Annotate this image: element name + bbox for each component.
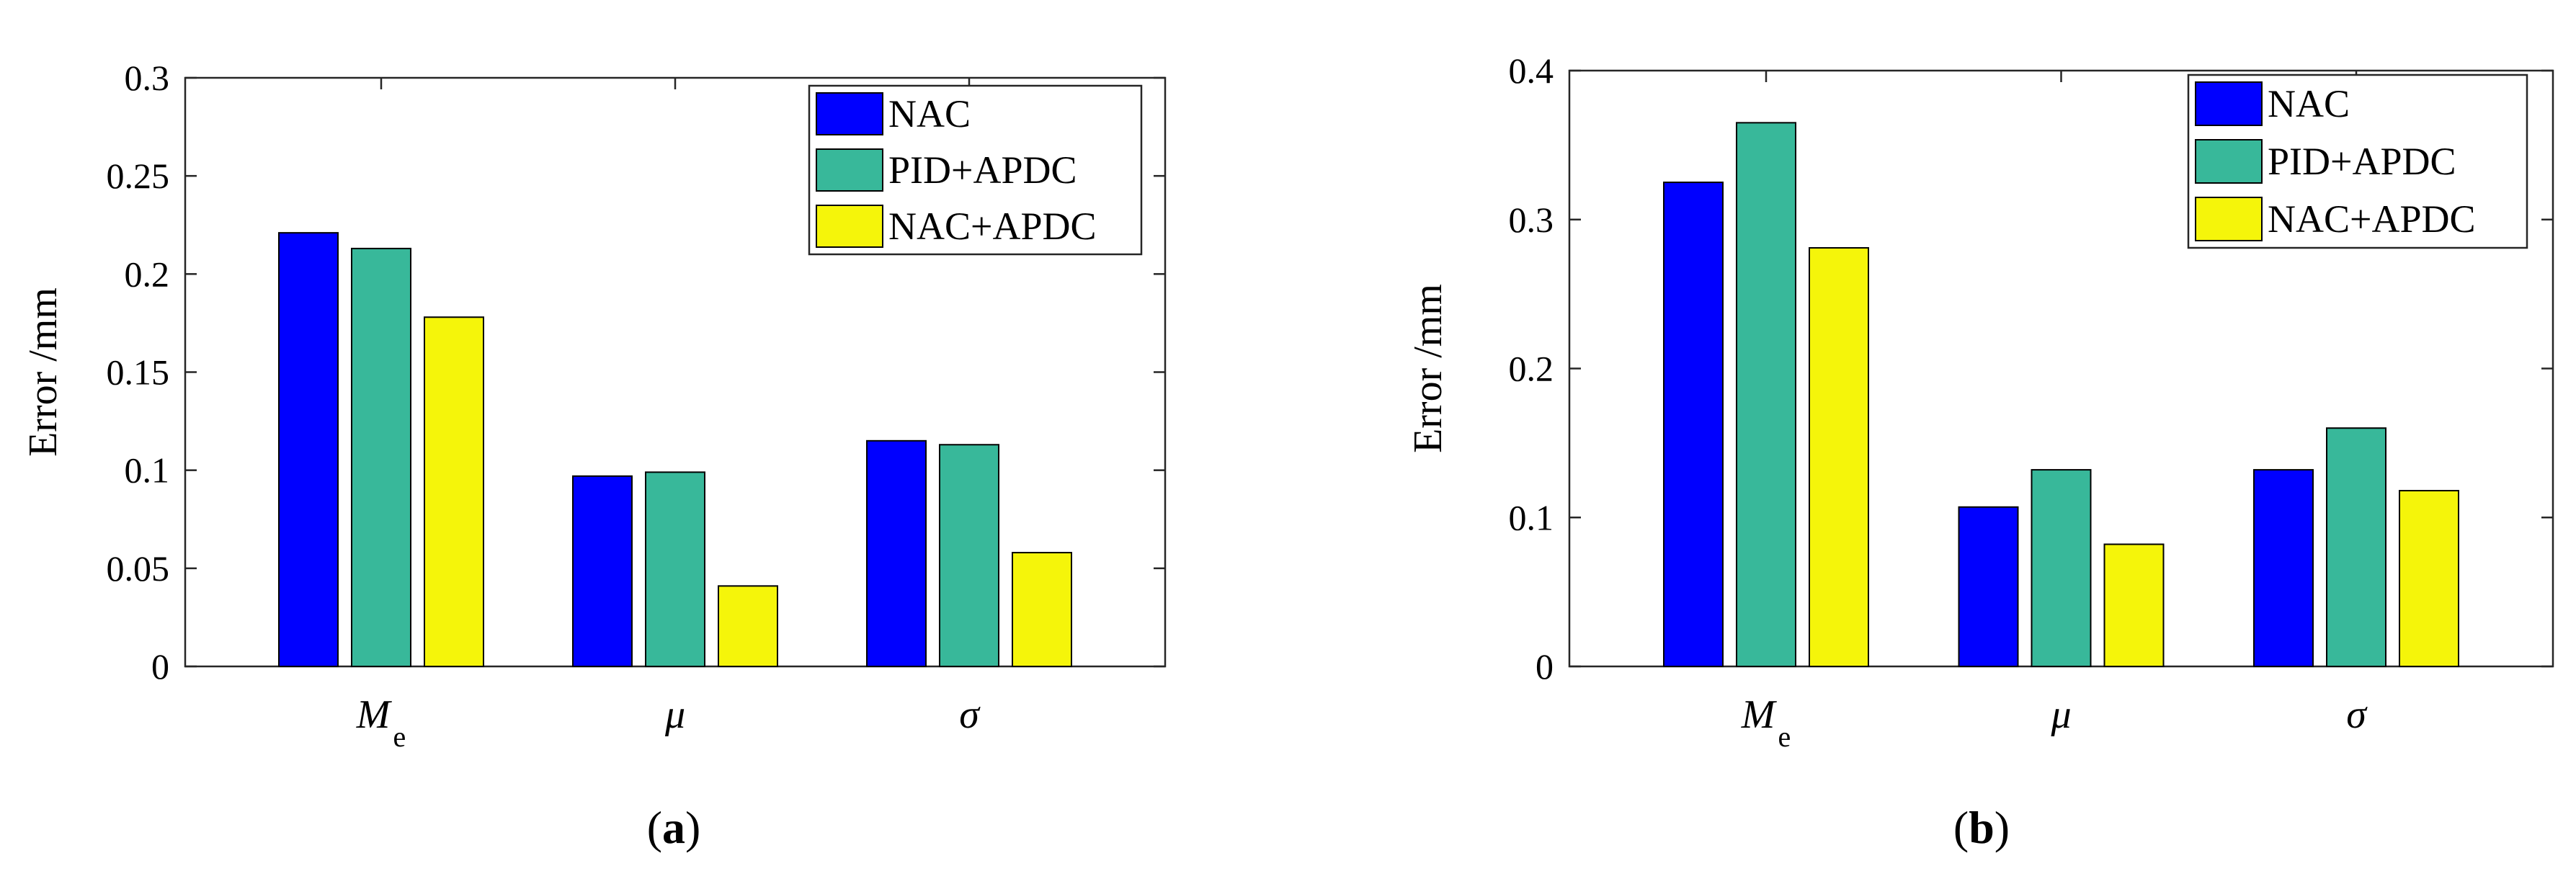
panel-label: (b) xyxy=(1953,802,2010,853)
y-tick-label: 0.1 xyxy=(125,450,170,491)
legend-swatch xyxy=(816,148,883,192)
legend-swatch xyxy=(2195,197,2263,241)
x-category-label: σ xyxy=(2346,692,2368,737)
bar xyxy=(645,471,705,667)
legend-label: NAC+APDC xyxy=(2268,197,2476,241)
bar xyxy=(2253,469,2314,668)
bar xyxy=(1809,247,1869,668)
y-tick-label: 0 xyxy=(151,646,169,687)
bar xyxy=(351,247,411,667)
y-axis-label: Error /mm xyxy=(1406,284,1450,453)
x-category-subscript: e xyxy=(1778,720,1791,753)
bar xyxy=(1012,552,1072,668)
legend-label: PID+APDC xyxy=(2268,140,2456,183)
bar xyxy=(2031,469,2092,668)
y-tick-label: 0.2 xyxy=(125,254,170,294)
bar xyxy=(572,475,633,667)
bar xyxy=(866,439,927,667)
y-tick-label: 0.1 xyxy=(1509,497,1554,537)
x-category-subscript: e xyxy=(393,720,406,753)
legend-swatch xyxy=(816,205,883,248)
y-tick-label: 0.15 xyxy=(107,352,170,393)
bar xyxy=(1663,182,1724,667)
legend: NAC PID+APDC NAC+APDC xyxy=(808,84,1143,256)
bar xyxy=(2103,543,2165,668)
bar xyxy=(939,444,999,667)
legend-swatch xyxy=(2195,81,2263,126)
chart-panel-a: 0 0.05 0.1 0.15 0.2 0.25 0.3 Error /mm M e μ σ NAC PI… xyxy=(21,58,1167,853)
legend-swatch xyxy=(816,92,883,135)
panel-label: (a) xyxy=(647,802,701,853)
y-tick-label: 0 xyxy=(1536,646,1554,687)
y-axis-label: Error /mm xyxy=(21,287,66,457)
y-tick-label: 0.3 xyxy=(125,58,170,98)
legend: NAC PID+APDC NAC+APDC xyxy=(2187,73,2528,249)
y-tick-label: 0.25 xyxy=(107,156,170,196)
y-tick-label: 0.05 xyxy=(107,548,170,589)
y-tick-label: 0.4 xyxy=(1509,50,1554,91)
bar xyxy=(278,232,339,668)
bar xyxy=(718,585,778,667)
legend-label: NAC+APDC xyxy=(888,205,1097,248)
bar xyxy=(2399,490,2459,667)
legend-label: PID+APDC xyxy=(888,148,1077,192)
bar xyxy=(2326,427,2386,667)
y-tick-label: 0.3 xyxy=(1509,200,1554,240)
x-category-label: μ xyxy=(664,692,685,737)
legend-swatch xyxy=(2195,139,2263,184)
bar xyxy=(1958,506,2019,668)
x-category-label: μ xyxy=(2050,692,2071,737)
bar xyxy=(1736,122,1796,668)
legend-label: NAC xyxy=(888,92,971,135)
bar xyxy=(424,316,484,667)
legend-label: NAC xyxy=(2268,82,2350,125)
x-category-label: σ xyxy=(959,692,981,737)
y-tick-label: 0.2 xyxy=(1509,349,1554,389)
